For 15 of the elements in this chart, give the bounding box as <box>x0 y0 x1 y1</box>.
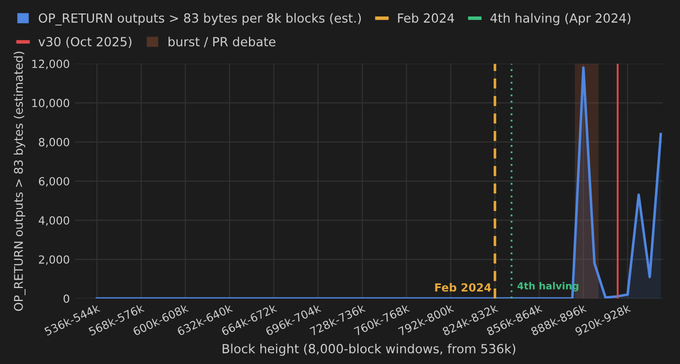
y-tick-label: 0 <box>64 294 70 303</box>
legend-label: OP_RETURN outputs > 83 bytes per 8k blocks (est.) <box>38 13 361 26</box>
text: v30 (Oct 2025) <box>38 36 132 48</box>
y-tick-label: 12,000 <box>32 60 70 70</box>
text: burst / PR debate <box>168 36 276 48</box>
y-tick-label: 8,000 <box>38 138 70 148</box>
y-tick-label: 2,000 <box>38 255 70 265</box>
ref-line-label: Feb 2024 <box>435 283 492 292</box>
text: Feb 2024 <box>398 13 454 23</box>
y-tick-label: 6,000 <box>38 177 70 187</box>
y-tick-label: 4,000 <box>38 216 70 226</box>
x-axis-title: Block height (8,000-block windows, from 536k) <box>222 344 516 356</box>
y-axis-title: OP_RETURN outputs > 83 bytes (estimated) <box>14 52 26 311</box>
text: 4th halving (Apr 2024) <box>490 13 630 26</box>
y-tick-label: 10,000 <box>32 98 70 108</box>
